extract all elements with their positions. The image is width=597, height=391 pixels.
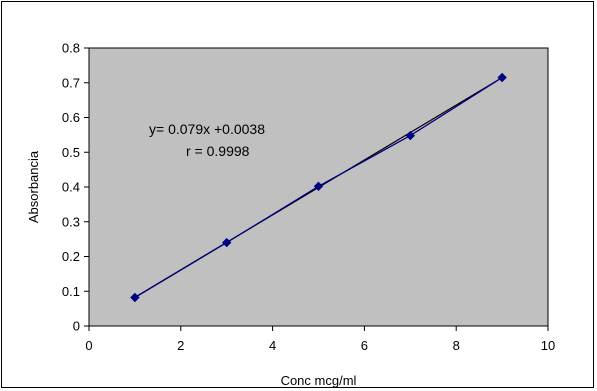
x-tick-label: 8 [453,338,460,353]
equation-annotation: y= 0.079x +0.0038 [149,121,265,137]
y-tick-label: 0.7 [62,75,80,90]
y-axis-ticks: 0 0.1 0.2 0.3 0.4 0.5 0.6 0.7 0.8 [62,41,89,334]
y-tick-label: 0.2 [62,249,80,264]
data-point [497,72,507,83]
y-tick-label: 0.3 [62,214,80,229]
x-tick-label: 10 [541,338,555,353]
data-point [221,237,232,248]
data-marks [130,72,507,303]
y-tick-label: 0 [73,319,80,334]
x-tick-label: 4 [269,338,276,353]
x-tick-label: 0 [85,338,92,353]
data-point [130,292,140,303]
x-axis-title: Conc mcg/ml [281,373,357,388]
y-axis-title: Absorbancia [26,150,41,223]
data-point [405,130,416,141]
y-tick-label: 0.6 [62,110,80,125]
correlation-annotation: r = 0.9998 [186,143,250,159]
y-tick-label: 0.8 [62,41,80,56]
y-tick-label: 0.5 [62,145,80,160]
x-tick-label: 2 [177,338,184,353]
x-axis-ticks: 0 2 4 6 8 10 [85,326,555,353]
data-point [313,181,324,192]
x-tick-label: 6 [361,338,368,353]
y-tick-label: 0.1 [62,284,80,299]
y-tick-label: 0.4 [62,180,80,195]
